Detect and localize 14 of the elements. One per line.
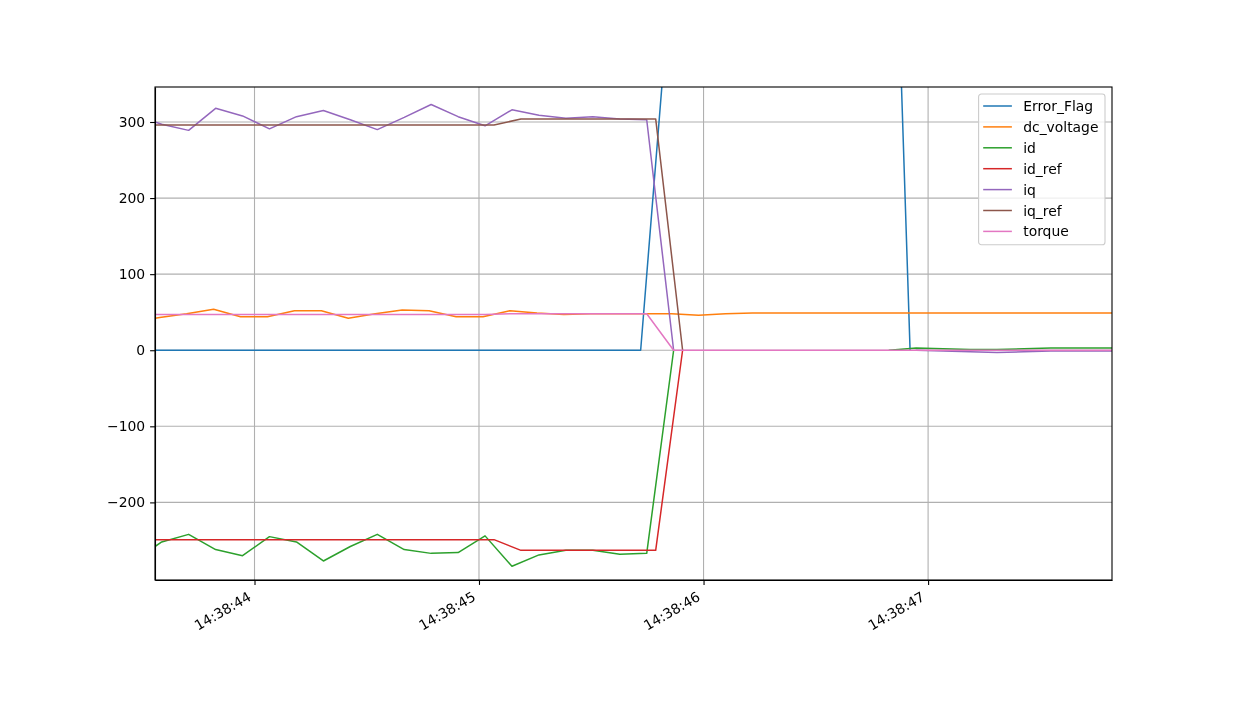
line-series xyxy=(155,308,1112,320)
y-tick-label: 100 xyxy=(118,266,146,283)
y-tick-label: 200 xyxy=(118,190,146,207)
y-tick-label: −100 xyxy=(107,418,146,435)
legend-label: torque xyxy=(1023,223,1069,240)
legend-label: iq_ref xyxy=(1023,202,1063,219)
legend-label: iq xyxy=(1023,181,1036,198)
legend-label: dc_voltage xyxy=(1023,118,1099,135)
y-tick-label: 300 xyxy=(118,113,146,130)
y-tick-label: 0 xyxy=(136,342,146,359)
y-tick-label: −200 xyxy=(107,494,146,511)
legend-label: Error_Flag xyxy=(1023,98,1094,114)
legend-label: id xyxy=(1023,139,1036,156)
legend-label: id_ref xyxy=(1023,160,1063,177)
